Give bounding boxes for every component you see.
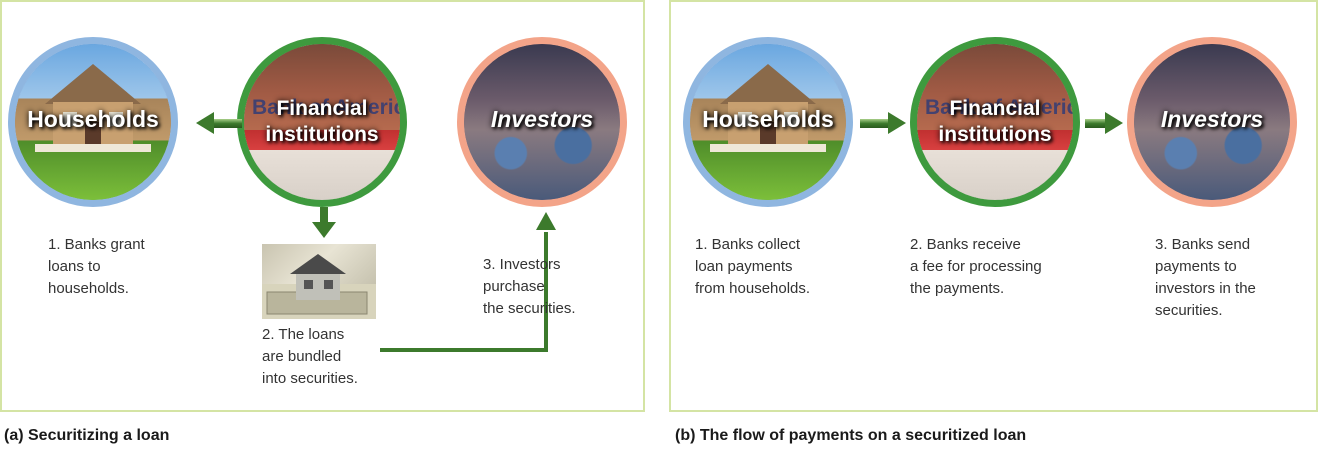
bank-sign-a: Bank of America <box>252 96 407 119</box>
financial-institutions-circle-a: Bank of America Financial institutions <box>237 37 407 207</box>
bank-building-image <box>244 44 400 200</box>
bank-building-image <box>917 44 1073 200</box>
investors-circle-b: Investors <box>1127 37 1297 207</box>
bank-sign-b: Bank of America <box>925 96 1080 119</box>
step2-text-a: 2. The loans are bundled into securities… <box>262 326 358 387</box>
investors-label-a: Investors <box>490 106 594 132</box>
step1-text-a: 1. Banks grant loans to households. <box>48 236 145 297</box>
arrow-bundle-to-investors <box>380 212 556 352</box>
arrow-to-households <box>196 112 242 134</box>
investors-circle-a: Investors <box>457 37 627 207</box>
trading-floor-image <box>464 44 620 200</box>
households-circle-a: Households <box>8 37 178 207</box>
households-label-a: Households <box>27 106 159 132</box>
financial-institutions-circle-b: Bank of America Financial institutions <box>910 37 1080 207</box>
arrow-households-to-financial <box>860 112 906 134</box>
financial-institutions-label-b: Financial institutions <box>938 97 1052 146</box>
arrow-to-bundle <box>312 207 336 238</box>
house-image <box>690 44 846 200</box>
caption-b: (b) The flow of payments on a securitize… <box>675 427 1027 444</box>
step3-text-a: 3. Investors purchase the securities. <box>483 256 576 317</box>
house-image <box>15 44 171 200</box>
step3-text-b: 3. Banks send payments to investors in t… <box>1155 236 1256 319</box>
step2-text-b: 2. Banks receive a fee for processing th… <box>910 236 1042 297</box>
trading-floor-image <box>1134 44 1290 200</box>
investors-label-b: Investors <box>1160 106 1264 132</box>
caption-a: (a) Securitizing a loan <box>4 427 170 444</box>
households-circle-b: Households <box>683 37 853 207</box>
step1-text-b: 1. Banks collect loan payments from hous… <box>695 236 811 297</box>
loan-bundle-image <box>262 244 376 319</box>
households-label-b: Households <box>702 106 834 132</box>
arrow-financial-to-investors <box>1085 112 1123 134</box>
financial-institutions-label-a: Financial institutions <box>265 97 379 146</box>
